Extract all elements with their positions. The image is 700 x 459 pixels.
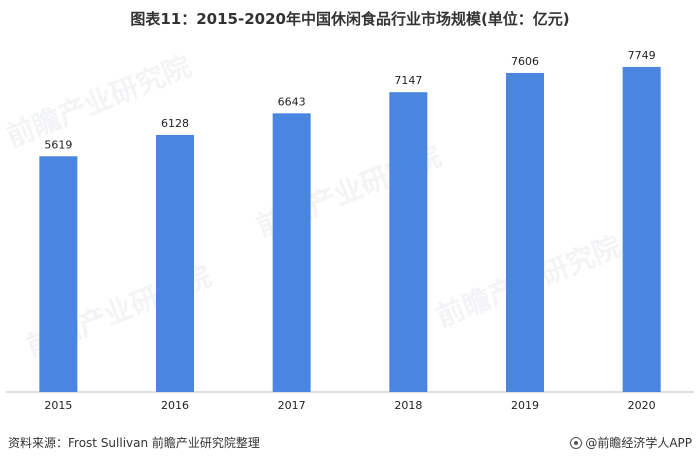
footer: 资料来源：Frost Sullivan 前瞻产业研究院整理 @前瞻经济学人APP — [0, 424, 700, 459]
brand-text: @前瞻经济学人APP — [585, 436, 692, 450]
data-label-2018: 7147 — [394, 74, 422, 87]
bar-2017 — [272, 113, 311, 393]
bar-chart: 5619 2015 6128 2016 6643 2017 7147 2018 7606 2019… — [6, 49, 694, 412]
x-tick-label-2020: 2020 — [628, 399, 656, 412]
brand-logo-icon — [570, 436, 583, 449]
bar-2019 — [506, 72, 544, 393]
bar-2018 — [389, 92, 428, 392]
data-label-2017: 6643 — [278, 95, 306, 108]
bar-2015 — [39, 156, 78, 392]
bar-2020 — [622, 66, 661, 393]
source-note: 资料来源：Frost Sullivan 前瞻产业研究院整理 — [8, 436, 260, 450]
data-label-2020: 7749 — [628, 49, 656, 62]
data-label-2019: 7606 — [511, 55, 539, 68]
x-tick-label-2016: 2016 — [161, 399, 189, 412]
x-tick-label-2019: 2019 — [511, 399, 539, 412]
data-label-2016: 6128 — [161, 117, 189, 130]
x-tick-label-2015: 2015 — [44, 399, 72, 412]
data-label-2015: 5619 — [44, 138, 72, 151]
x-tick-label-2018: 2018 — [394, 399, 422, 412]
chart-title: 图表11：2015-2020年中国休闲食品行业市场规模(单位：亿元) — [130, 10, 570, 28]
brand-label: @前瞻经济学人APP — [570, 434, 692, 451]
bar-2016 — [156, 134, 194, 392]
x-tick-label-2017: 2017 — [278, 399, 306, 412]
